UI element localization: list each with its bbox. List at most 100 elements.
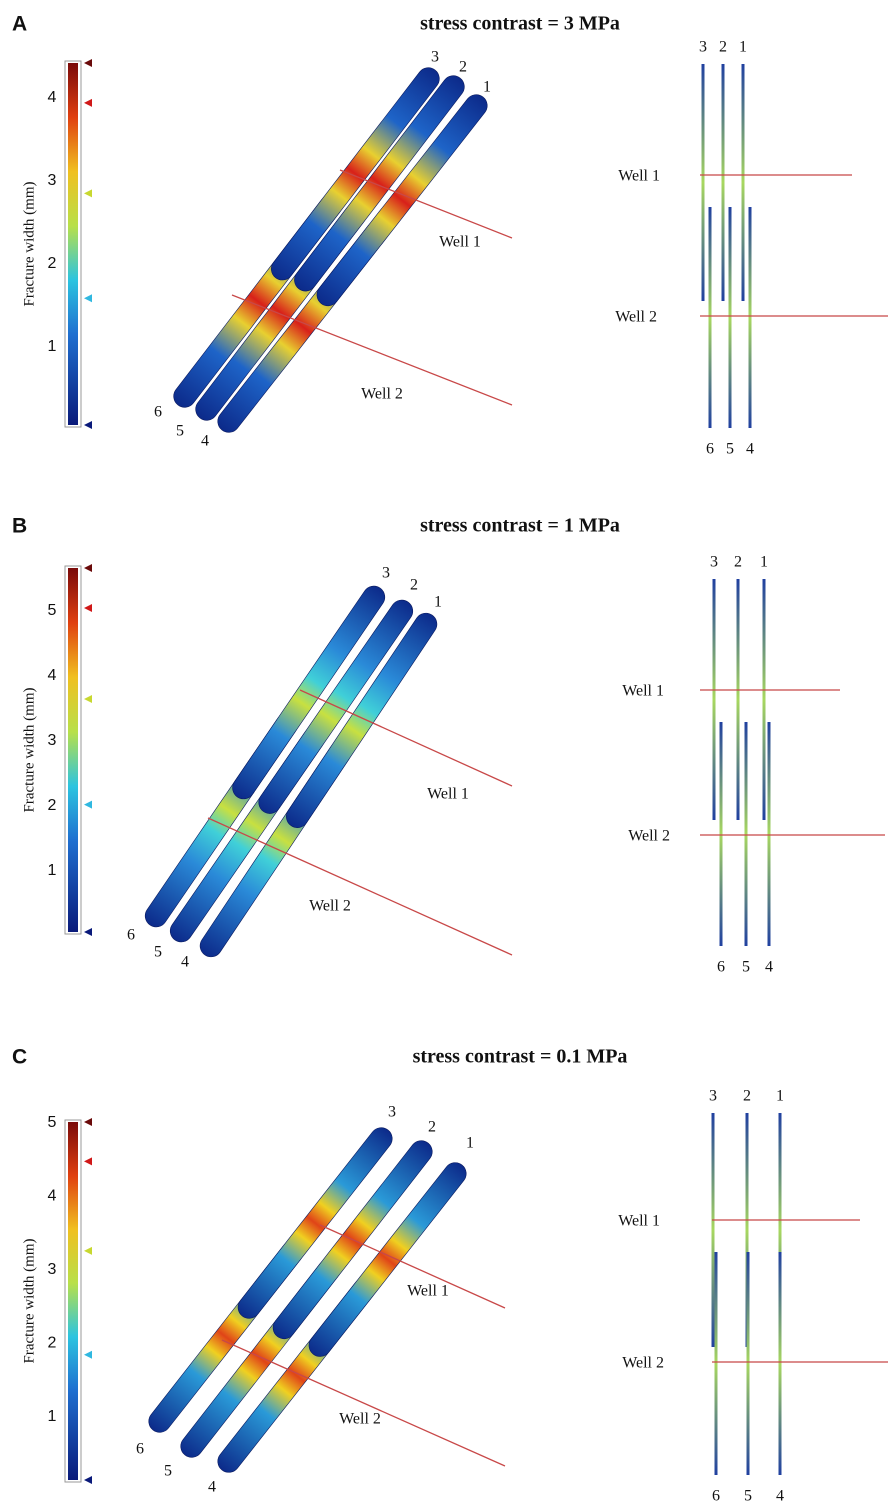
plan-fracture [709, 207, 712, 428]
plan-fracture [768, 722, 771, 946]
plan-fracture [702, 64, 705, 301]
panel-title: stress contrast = 1 MPa [420, 515, 620, 537]
colorbar-marker [84, 1247, 92, 1255]
colorbar-marker [84, 1118, 92, 1126]
plan-fracture [747, 1252, 750, 1475]
plan-well-label: Well 1 [618, 1213, 660, 1230]
plan-fracture [722, 64, 725, 301]
panel-label: B [12, 515, 27, 538]
colorbar [68, 63, 78, 425]
colorbar-marker [84, 421, 92, 429]
fracture-label: 1 [483, 79, 491, 96]
plan-fracture-label: 5 [726, 441, 734, 458]
plan-well-label: Well 2 [615, 309, 657, 326]
panel-title: stress contrast = 0.1 MPa [413, 1046, 628, 1068]
colorbar-tick-label: 3 [48, 732, 57, 749]
well-label: Well 2 [361, 386, 403, 403]
plan-fracture [713, 579, 716, 820]
plan-fracture-label: 6 [717, 959, 725, 976]
plan-fracture-label: 4 [765, 959, 773, 976]
well-label: Well 1 [407, 1283, 449, 1300]
plan-fracture-label: 2 [734, 554, 742, 571]
plan-fracture [715, 1252, 718, 1475]
fracture-upper [282, 609, 441, 832]
colorbar [68, 1122, 78, 1480]
colorbar-marker [84, 99, 92, 107]
colorbar-tick-label: 1 [48, 338, 57, 355]
fracture-label: 3 [431, 49, 439, 66]
fracture-label: 5 [154, 944, 162, 961]
plan-fracture-label: 6 [712, 1488, 720, 1505]
fracture-label: 6 [154, 404, 162, 421]
well-label: Well 1 [427, 786, 469, 803]
fracture-label: 4 [181, 954, 189, 971]
fracture-label: 4 [208, 1479, 216, 1496]
colorbar [68, 568, 78, 932]
colorbar-marker [84, 294, 92, 302]
plan-fracture-label: 1 [739, 39, 747, 56]
plan-fracture-label: 4 [746, 441, 754, 458]
plan-fracture-label: 5 [742, 959, 750, 976]
colorbar-tick-label: 2 [48, 1335, 57, 1352]
fracture-label: 5 [176, 423, 184, 440]
plan-fracture-label: 1 [760, 554, 768, 571]
fracture-label: 1 [466, 1135, 474, 1152]
plan-fracture-label: 2 [743, 1088, 751, 1105]
colorbar-marker [84, 564, 92, 572]
colorbar-tick-label: 4 [48, 1188, 57, 1205]
panel-label: C [12, 1046, 27, 1069]
colorbar-tick-label: 4 [48, 667, 57, 684]
fracture-upper [228, 582, 389, 803]
plan-fracture-label: 2 [719, 39, 727, 56]
plan-fracture [763, 579, 766, 820]
fracture-label: 6 [127, 927, 135, 944]
plan-fracture-label: 6 [706, 441, 714, 458]
plan-fracture [745, 722, 748, 946]
fracture-label: 3 [388, 1104, 396, 1121]
panel-label: A [12, 13, 27, 36]
plan-fracture [737, 579, 740, 820]
fracture-label: 5 [164, 1463, 172, 1480]
fracture-label: 2 [410, 577, 418, 594]
plan-well-label: Well 2 [628, 828, 670, 845]
plan-fracture [742, 64, 745, 301]
colorbar-marker [84, 1157, 92, 1165]
panel-title: stress contrast = 3 MPa [420, 13, 620, 35]
fracture-label: 2 [428, 1119, 436, 1136]
fracture-upper [290, 71, 469, 295]
fracture-label: 2 [459, 59, 467, 76]
plan-fracture-label: 1 [776, 1088, 784, 1105]
plan-well-label: Well 1 [618, 168, 660, 185]
colorbar-tick-label: 1 [48, 1408, 57, 1425]
colorbar-marker [84, 1476, 92, 1484]
colorbar-tick-label: 4 [48, 89, 57, 106]
colorbar-tick-label: 3 [48, 1261, 57, 1278]
colorbar-tick-label: 3 [48, 172, 57, 189]
colorbar-marker [84, 695, 92, 703]
plan-fracture [779, 1252, 782, 1475]
colorbar-marker [84, 928, 92, 936]
colorbar-marker [84, 59, 92, 67]
colorbar-axis-label: Fracture width (mm) [21, 182, 37, 307]
well-label: Well 2 [309, 898, 351, 915]
colorbar-axis-label: Fracture width (mm) [21, 1239, 37, 1364]
plan-fracture [720, 722, 723, 946]
fracture-label: 1 [434, 594, 442, 611]
plan-fracture [749, 207, 752, 428]
plan-fracture-label: 3 [710, 554, 718, 571]
fracture-label: 3 [382, 565, 390, 582]
colorbar-tick-label: 2 [48, 797, 57, 814]
colorbar-marker [84, 801, 92, 809]
colorbar-tick-label: 5 [48, 1114, 57, 1131]
fracture-label: 4 [201, 433, 209, 450]
colorbar-tick-label: 5 [48, 602, 57, 619]
colorbar-marker [84, 1351, 92, 1359]
plan-well-label: Well 2 [622, 1355, 664, 1372]
plan-fracture [712, 1113, 715, 1347]
plan-well-label: Well 1 [622, 683, 664, 700]
plan-fracture-label: 5 [744, 1488, 752, 1505]
fracture-label: 6 [136, 1441, 144, 1458]
well-label: Well 2 [339, 1411, 381, 1428]
